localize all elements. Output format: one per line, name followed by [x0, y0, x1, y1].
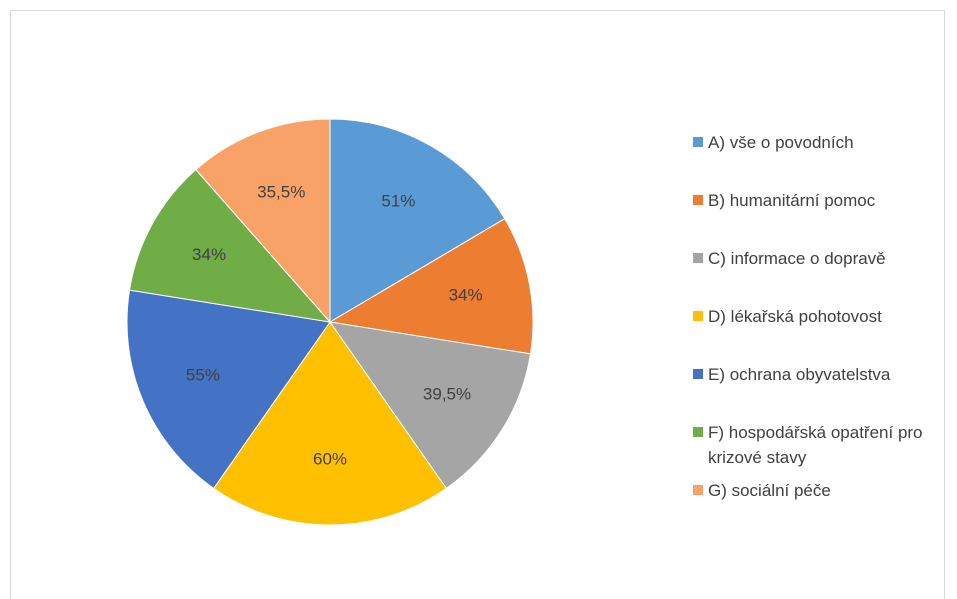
- data-label: 39,5%: [423, 385, 471, 404]
- legend-label: A) vše o povodních: [708, 133, 854, 152]
- legend-swatch: [693, 137, 703, 147]
- legend-item: D) lékařská pohotovost: [693, 304, 955, 329]
- legend-item: F) hospodářská opatření pro krizové stav…: [693, 420, 955, 470]
- pie-slice: [126, 289, 331, 490]
- pie-slice: [195, 118, 331, 324]
- legend-item: C) informace o dopravě: [693, 246, 955, 271]
- legend-swatch: [693, 427, 703, 437]
- pie-slice: [213, 321, 447, 526]
- legend-item: A) vše o povodních: [693, 130, 955, 155]
- legend-swatch: [693, 195, 703, 205]
- pie-slice: [329, 118, 506, 323]
- data-label: 35,5%: [257, 182, 305, 201]
- legend-label: F) hospodářská opatření pro krizové stav…: [708, 423, 923, 467]
- data-label: 51%: [381, 192, 415, 211]
- legend-label: G) sociální péče: [708, 481, 831, 500]
- data-label: 34%: [449, 286, 483, 305]
- pie-slice: [328, 218, 534, 355]
- legend-swatch: [693, 253, 703, 263]
- data-label: 60%: [313, 450, 347, 469]
- legend-label: E) ochrana obyvatelstva: [708, 365, 891, 384]
- legend-label: B) humanitární pomoc: [708, 191, 876, 210]
- legend-label: C) informace o dopravě: [708, 249, 886, 268]
- chart-frame: [10, 10, 945, 599]
- legend-swatch: [693, 369, 703, 379]
- legend-label: D) lékařská pohotovost: [708, 307, 882, 326]
- data-label: 55%: [186, 365, 220, 384]
- legend-swatch: [693, 311, 703, 321]
- legend-swatch: [693, 485, 703, 495]
- pie-slice: [128, 168, 332, 323]
- legend-item: E) ochrana obyvatelstva: [693, 362, 955, 387]
- data-label: 34%: [192, 245, 226, 264]
- legend-item: B) humanitární pomoc: [693, 188, 955, 213]
- legend-item: G) sociální péče: [693, 478, 955, 503]
- pie-slice: [328, 321, 532, 490]
